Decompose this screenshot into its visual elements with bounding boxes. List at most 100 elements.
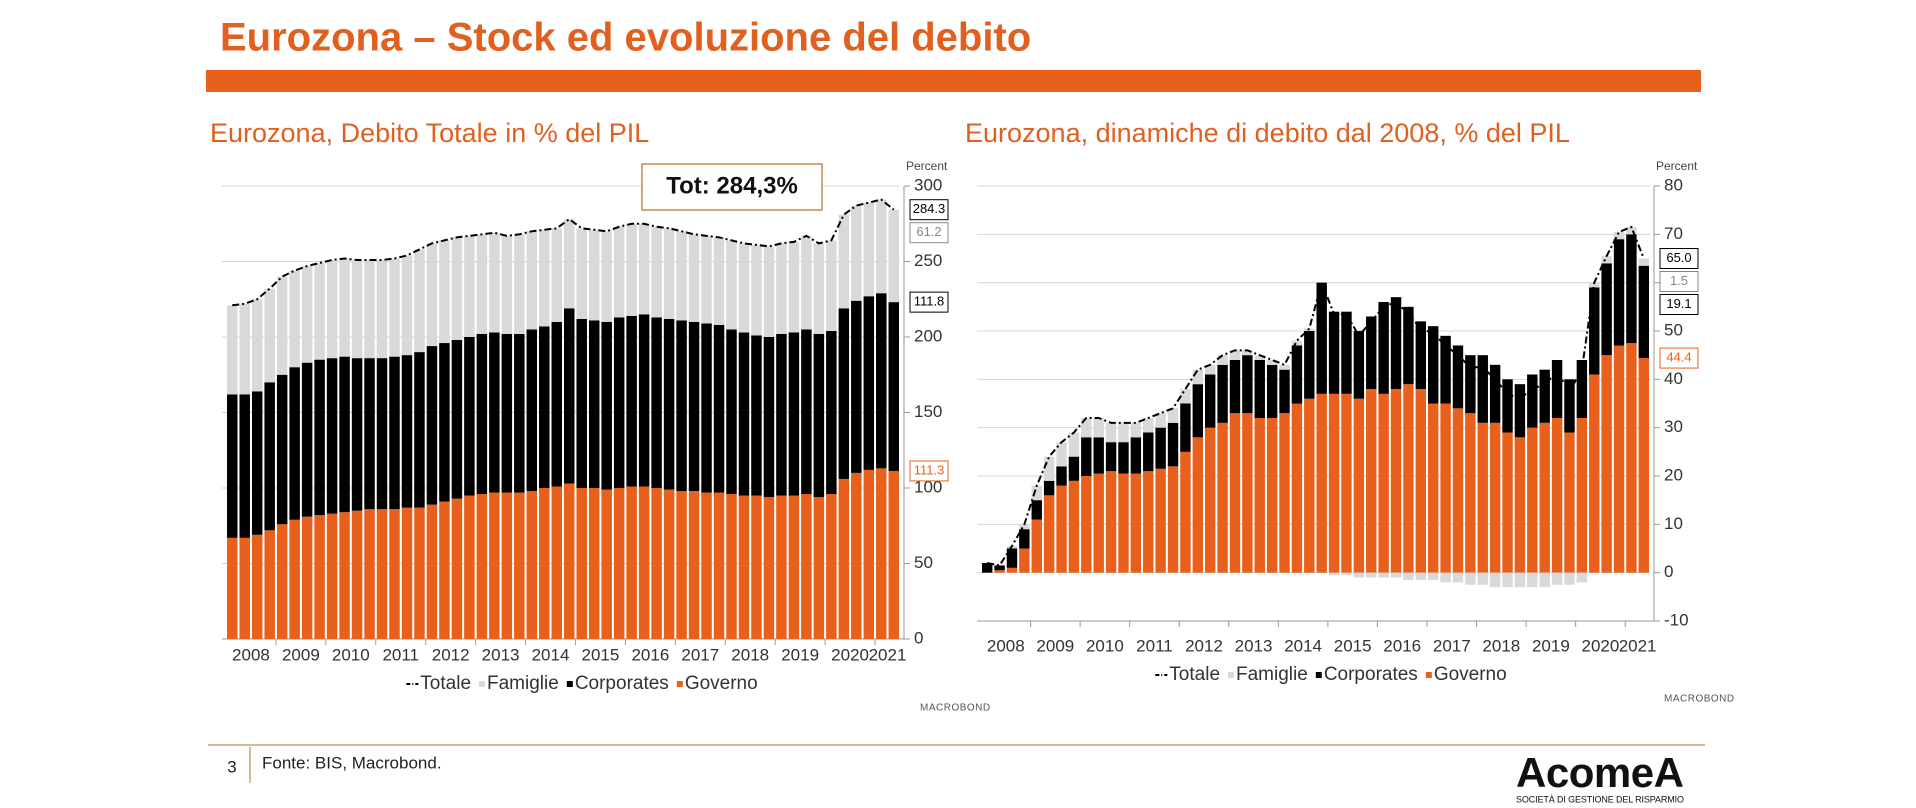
bar xyxy=(1291,340,1303,346)
bar xyxy=(489,332,500,493)
bar xyxy=(1204,427,1216,573)
bar xyxy=(701,492,712,639)
bar xyxy=(1105,471,1117,573)
bar xyxy=(1427,403,1439,573)
end-label: 65.0 xyxy=(1666,250,1691,265)
bar xyxy=(1291,345,1303,404)
bar xyxy=(1527,427,1538,573)
bar xyxy=(326,259,338,359)
bar xyxy=(239,394,250,538)
y-tick-label: 0 xyxy=(1664,562,1673,581)
x-tick-label: 2011 xyxy=(1136,636,1173,655)
bar xyxy=(1192,437,1204,573)
bar xyxy=(1167,466,1179,573)
end-label: 44.4 xyxy=(1666,350,1691,365)
bar xyxy=(626,486,637,639)
bar xyxy=(1514,572,1526,588)
bar xyxy=(1254,355,1265,360)
y-tick-label: 10 xyxy=(1664,514,1683,533)
x-tick-label: 2014 xyxy=(532,645,570,664)
bar xyxy=(1068,480,1080,573)
bar xyxy=(888,302,900,471)
bar xyxy=(651,317,662,488)
x-tick-label: 2017 xyxy=(681,645,719,664)
legend-item: Totale xyxy=(406,673,471,694)
bar xyxy=(301,362,313,517)
legend-label: Totale xyxy=(1169,664,1220,685)
bar xyxy=(776,333,787,496)
x-tick-label: 2019 xyxy=(1532,636,1570,655)
y-tick-label: 50 xyxy=(914,553,933,572)
y-tick-label: 300 xyxy=(914,175,942,194)
bar xyxy=(1341,311,1352,394)
bar xyxy=(801,329,812,495)
x-tick-label: 2015 xyxy=(1334,636,1372,655)
bar xyxy=(576,228,587,319)
bar xyxy=(1551,360,1563,418)
bar xyxy=(1366,389,1377,573)
bar xyxy=(526,491,538,639)
bar xyxy=(401,355,413,508)
bar xyxy=(1217,355,1228,365)
bar xyxy=(1242,355,1253,414)
bar xyxy=(426,504,438,639)
x-tick-label: 2014 xyxy=(1284,636,1322,655)
bar xyxy=(289,367,300,520)
bar xyxy=(726,240,737,330)
bar xyxy=(239,303,250,395)
x-tick-label: 2018 xyxy=(731,645,769,664)
bar xyxy=(888,470,900,639)
bar xyxy=(776,243,787,334)
bar xyxy=(501,333,513,493)
bar xyxy=(876,468,887,639)
bar xyxy=(1229,360,1241,414)
bar xyxy=(1551,572,1563,585)
end-label-box xyxy=(1659,248,1699,269)
legend-label: Governo xyxy=(1434,664,1507,685)
bar xyxy=(1143,432,1154,472)
bar xyxy=(301,266,313,363)
annotation-box xyxy=(641,163,823,211)
bar xyxy=(276,276,288,375)
title-bar xyxy=(206,70,1701,92)
bar xyxy=(451,498,463,639)
bar xyxy=(1415,389,1427,573)
y-tick-label: 100 xyxy=(914,477,942,496)
bar xyxy=(464,235,475,337)
bar xyxy=(1242,413,1253,573)
bar xyxy=(326,358,338,514)
bar xyxy=(526,231,538,330)
bar xyxy=(501,235,513,334)
bar xyxy=(1390,572,1402,578)
bar xyxy=(981,563,993,573)
bar xyxy=(476,234,488,334)
bar xyxy=(1266,418,1278,573)
bar xyxy=(751,244,762,336)
bar xyxy=(1254,418,1265,573)
bar xyxy=(339,356,350,513)
y-tick-label: 150 xyxy=(914,402,942,421)
bar xyxy=(638,486,650,639)
bar xyxy=(1601,256,1612,264)
bar xyxy=(813,497,825,639)
bar xyxy=(1081,476,1092,573)
bar xyxy=(1514,437,1526,573)
bar xyxy=(351,259,363,359)
bar xyxy=(401,507,413,639)
bar xyxy=(1118,473,1129,573)
bar xyxy=(314,263,325,360)
bar xyxy=(1217,422,1228,573)
bar xyxy=(1180,389,1191,404)
bar xyxy=(1403,572,1414,580)
bar xyxy=(414,352,425,508)
bar xyxy=(464,495,475,639)
bar xyxy=(1502,432,1513,573)
bar xyxy=(1353,572,1365,578)
bar xyxy=(539,229,550,327)
bar xyxy=(1403,384,1414,573)
end-label-box xyxy=(1659,294,1699,315)
x-tick-label: 2013 xyxy=(482,645,520,664)
bar xyxy=(1266,360,1278,365)
bar xyxy=(1452,408,1464,573)
bar xyxy=(1006,548,1018,568)
